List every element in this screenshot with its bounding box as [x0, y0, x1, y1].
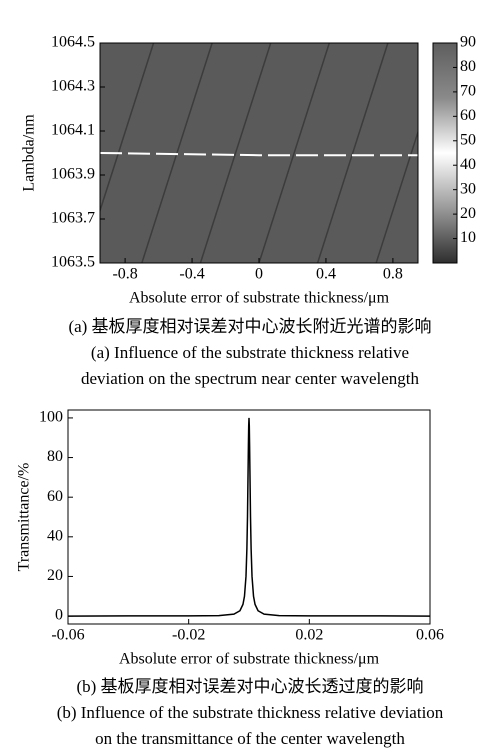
y-tick-label: 100 [39, 409, 63, 426]
x-tick-label: -0.4 [179, 266, 204, 283]
colorbar-tick-label: 60 [460, 107, 476, 124]
caption-line: (a) 基板厚度相对误差对中心波长附近光谱的影响 [68, 317, 431, 336]
fringe-line [199, 43, 272, 263]
y-tick-label: 1063.5 [51, 254, 95, 271]
y-axis-label: Lambda/nm [21, 114, 38, 192]
fringe-line [375, 129, 418, 263]
x-axis-label: Absolute error of substrate thickness/μm [129, 290, 390, 307]
caption-line: (a) Influence of the substrate thickness… [91, 343, 409, 362]
y-tick-label: 80 [47, 448, 63, 465]
peak-line [100, 152, 418, 157]
colorbar-tick-label: 70 [460, 83, 476, 100]
y-axis-label: Transmittance/% [16, 463, 33, 572]
colorbar-tick-label: 80 [460, 58, 476, 75]
y-tick-label: 0 [55, 607, 63, 624]
caption: (b) 基板厚度相对误差对中心波长透过度的影响 (b) Influence of … [57, 677, 444, 748]
x-tick-label: 0.8 [383, 266, 403, 283]
y-tick-label: 1063.9 [51, 166, 95, 183]
fringe-line [258, 43, 331, 263]
x-axis-label: Absolute error of substrate thickness/μm [119, 651, 380, 668]
caption-line: (b) Influence of the substrate thickness… [57, 703, 444, 722]
caption-line: deviation on the spectrum near center wa… [81, 369, 419, 388]
caption-line: (b) 基板厚度相对误差对中心波长透过度的影响 [76, 677, 423, 696]
colorbar-tick-label: 50 [460, 131, 476, 148]
x-tick-label: -0.06 [51, 627, 84, 644]
x-tick-label: 0.06 [416, 627, 444, 644]
x-tick-label: 0.02 [295, 627, 323, 644]
plot-frame [67, 409, 431, 625]
x-tick-label: 0 [255, 266, 263, 283]
fringe-line [141, 43, 213, 263]
colorbar-tick-label: 10 [460, 229, 476, 246]
y-tick-label: 20 [47, 567, 63, 584]
y-tick-label: 1064.5 [51, 34, 95, 51]
transmittance-line [67, 417, 431, 617]
caption: (a) 基板厚度相对误差对中心波长附近光谱的影响 (a) Influence of… [68, 317, 431, 388]
colorbar-tick-label: 30 [460, 180, 476, 197]
y-tick-label: 1063.7 [51, 210, 95, 227]
y-tick-label: 1064.3 [51, 78, 95, 95]
caption-line: on the transmittance of the center wavel… [95, 729, 405, 748]
x-tick-label: 0.4 [316, 266, 336, 283]
colorbar-tick-label: 90 [460, 34, 476, 51]
plot-area [100, 43, 418, 263]
colorbar-tick-label: 40 [460, 156, 476, 173]
colorbar-tick-label: 20 [460, 205, 476, 222]
x-tick-label: -0.02 [172, 627, 205, 644]
y-tick-label: 60 [47, 488, 63, 505]
y-tick-label: 1064.1 [51, 122, 95, 139]
x-tick-label: -0.8 [112, 266, 137, 283]
colorbar [432, 42, 458, 264]
y-tick-label: 40 [47, 527, 63, 544]
fringe-line [316, 43, 389, 263]
